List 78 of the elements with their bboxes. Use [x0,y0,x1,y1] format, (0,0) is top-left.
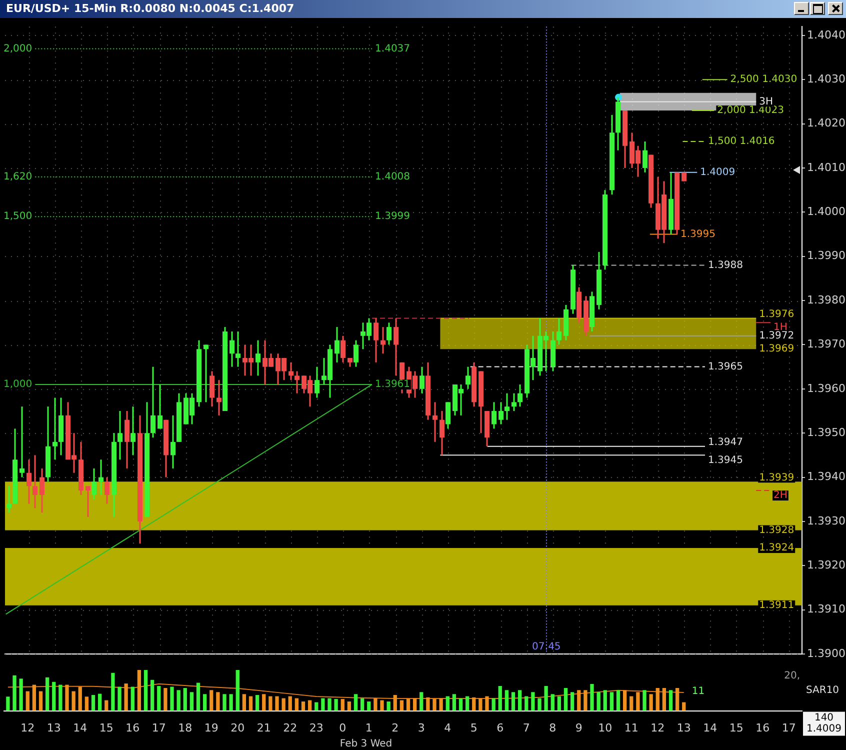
annotation: 1.3945 [708,454,743,466]
annotation: 1,000 [4,379,32,390]
y-tick-label: 1.4020 [807,116,846,130]
y-tick-label: 1.3900 [807,646,846,660]
annotation: 2,500 1.4030 [730,74,798,86]
x-tick-label: 10 [598,721,612,734]
ref-line-label: 07:45 [532,642,561,653]
y-tick-label: 1.4040 [807,28,846,42]
text: 140 [814,712,834,724]
annotation: 1.3911 [759,600,794,611]
x-tick-label: 7 [522,721,530,734]
y-tick-label: 1.3940 [807,470,846,484]
x-tick-label: 15 [99,721,114,734]
x-tick-label: 4 [444,721,452,734]
annotation: 2H [774,490,788,502]
annotation: 1.3972 [759,330,794,342]
annotation: 1.3939 [759,472,794,484]
x-tick-label: 15 [729,721,744,734]
annotation: 1.3969 [759,344,794,355]
annotation: 1.3961 [375,379,410,390]
annotation: 1.3988 [708,260,743,271]
annotation: 1.3965 [708,361,743,372]
x-tick-label: 8 [549,721,556,734]
annotation: 1,500 [4,211,32,222]
x-tick-label: 19 [204,721,218,734]
annotation: 3H [759,96,774,108]
y-tick-label: 1.4000 [807,205,846,218]
annotation: 1.4037 [375,43,410,54]
x-tick-label: 14 [73,721,88,734]
x-tick-label: 1 [365,721,372,734]
y-tick-label: 1.3920 [807,558,846,572]
annotation: 1.3999 [375,211,410,222]
annotation: 1.3924 [759,542,794,554]
x-tick-label: 14 [703,721,718,734]
annotation: 1.4008 [375,171,410,182]
x-tick-label: 13 [46,721,61,734]
annotation: 1.3995 [680,228,716,240]
x-tick-label: 23 [309,721,324,734]
y-tick-label: 1.3970 [807,338,846,351]
annotation: 11 [692,685,705,700]
x-tick-label: 17 [782,721,796,734]
annotation: 20, [784,670,800,682]
x-tick-label: 0 [339,721,346,734]
annotation: 1,620 [4,171,32,182]
x-tick-label: 5 [470,721,478,734]
x-tick-label: 18 [178,721,192,734]
x-tick-label: 12 [650,721,665,734]
annotation: 1.4009 [700,167,736,178]
x-tick-label: 16 [756,721,770,734]
annotation: 1.3976 [759,308,794,320]
x-tick-label: 6 [496,721,504,734]
chart-title: EUR/USD+ 15-Min R:0.0080 N:0.0045 C:1.4007 [6,1,294,17]
annotation: 1.3947 [708,436,743,448]
x-tick-label: 2 [392,721,399,734]
x-tick-label: 22 [283,721,298,734]
y-tick-label: 1.3910 [807,602,846,616]
x-tick-label: 17 [152,721,166,734]
x-tick-label: 20 [230,721,245,734]
y-tick-label: 1.4030 [807,72,846,86]
x-tick-label: 13 [676,721,691,734]
y-tick-label: 1.4010 [807,160,846,174]
y-tick-label: 1.3950 [807,426,846,439]
annotation: 1.3928 [759,524,794,536]
y-tick-label: 1.3930 [807,514,846,528]
x-tick-label: 12 [20,721,35,734]
x-tick-label: 16 [126,721,140,734]
x-tick-label: 3 [418,721,425,734]
y-tick-label: 1.3980 [807,293,846,306]
annotation: 2,000 [4,43,32,54]
text: Feb 3 Wed [340,738,392,750]
annotation: 1,500 1.4016 [708,136,775,148]
text: 1.4009 [806,723,842,734]
y-tick-label: 1.3990 [807,249,846,262]
x-tick-label: 9 [575,721,582,734]
text: SAR10 [806,684,840,696]
x-tick-label: 11 [624,721,638,734]
y-tick-label: 1.3960 [807,382,846,395]
x-tick-label: 21 [256,721,271,734]
